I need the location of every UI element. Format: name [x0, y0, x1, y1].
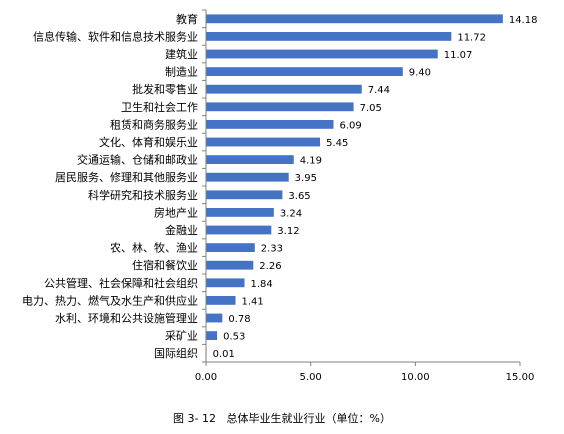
category-label: 建筑业	[165, 47, 198, 61]
category-label: 采矿业	[165, 330, 198, 343]
category-label: 住宿和餐饮业	[132, 258, 198, 272]
category-label: 制造业	[165, 65, 198, 79]
bar	[206, 313, 223, 323]
value-label: 9.40	[409, 68, 431, 79]
category-label: 居民服务、修理和其他服务业	[55, 170, 198, 184]
bar	[206, 278, 245, 288]
category-label: 教育	[176, 12, 198, 26]
value-label: 5.45	[326, 138, 348, 149]
chart-caption: 图 3- 12 总体毕业生就业行业（单位：%）	[173, 412, 391, 425]
value-label: 14.18	[509, 15, 538, 26]
category-label: 交通运输、仓储和邮政业	[77, 153, 198, 167]
category-label: 电力、热力、燃气及水生产和供应业	[22, 293, 198, 307]
bar	[206, 260, 254, 270]
category-label: 水利、环境和公共设施管理业	[55, 311, 198, 325]
value-label: 3.95	[295, 173, 317, 184]
x-axis: 0.00 5.00 10.00 15.00	[195, 361, 535, 383]
value-label: 11.07	[444, 50, 473, 61]
category-label: 文化、体育和娱乐业	[99, 135, 198, 149]
bar	[206, 14, 503, 24]
bars-group	[206, 14, 503, 358]
value-label: 1.84	[251, 279, 273, 290]
category-label: 卫生和社会工作	[121, 100, 198, 114]
category-label: 公共管理、社会保障和社会组织	[44, 276, 198, 290]
value-label: 2.33	[261, 244, 283, 255]
category-label: 批发和零售业	[132, 82, 198, 96]
bar	[206, 243, 255, 252]
bar	[206, 225, 272, 235]
value-label: 7.44	[368, 85, 390, 96]
value-label: 3.12	[277, 226, 299, 237]
y-axis	[202, 9, 207, 363]
bar	[206, 84, 362, 94]
value-label: 3.24	[280, 208, 302, 219]
value-labels-group: 14.18 11.72 11.07 9.40 7.44 7.05 6.09 5.45 4.19 3…	[213, 15, 538, 360]
bar	[206, 172, 289, 182]
category-label: 科学研究和技术服务业	[88, 188, 198, 202]
bar	[206, 137, 321, 147]
bar	[206, 49, 438, 59]
category-label: 房地产业	[154, 205, 198, 219]
category-label: 信息传输、软件和信息技术服务业	[33, 29, 198, 43]
value-label: 3.65	[288, 191, 310, 202]
category-label: 农、林、牧、渔业	[110, 241, 198, 255]
category-label: 金融业	[165, 223, 198, 237]
value-label: 0.78	[228, 314, 250, 325]
bar	[206, 102, 354, 112]
bar	[206, 296, 236, 305]
bar	[206, 120, 334, 129]
x-tick-label: 15.00	[506, 372, 535, 383]
value-label: 4.19	[300, 156, 322, 167]
x-tick-label: 10.00	[401, 372, 430, 383]
value-label: 6.09	[339, 120, 361, 131]
category-label: 租赁和商务服务业	[110, 117, 198, 131]
value-label: 0.53	[223, 332, 245, 343]
bar	[206, 32, 452, 41]
value-label: 11.72	[457, 32, 486, 43]
bar	[206, 331, 218, 340]
bar	[206, 208, 274, 217]
value-label: 1.41	[242, 296, 264, 307]
bar-chart: 教育信息传输、软件和信息技术服务业建筑业制造业批发和零售业卫生和社会工作租赁和商…	[22, 9, 538, 383]
x-tick-label: 0.00	[195, 372, 217, 383]
value-label: 7.05	[360, 103, 382, 114]
value-label: 2.26	[259, 261, 281, 272]
bar	[206, 67, 403, 76]
x-tick-label: 5.00	[300, 372, 322, 383]
bar	[206, 155, 294, 164]
category-labels-group: 教育信息传输、软件和信息技术服务业建筑业制造业批发和零售业卫生和社会工作租赁和商…	[22, 12, 198, 360]
value-label: 0.01	[213, 349, 235, 360]
category-label: 国际组织	[154, 346, 198, 360]
bar	[206, 190, 283, 200]
